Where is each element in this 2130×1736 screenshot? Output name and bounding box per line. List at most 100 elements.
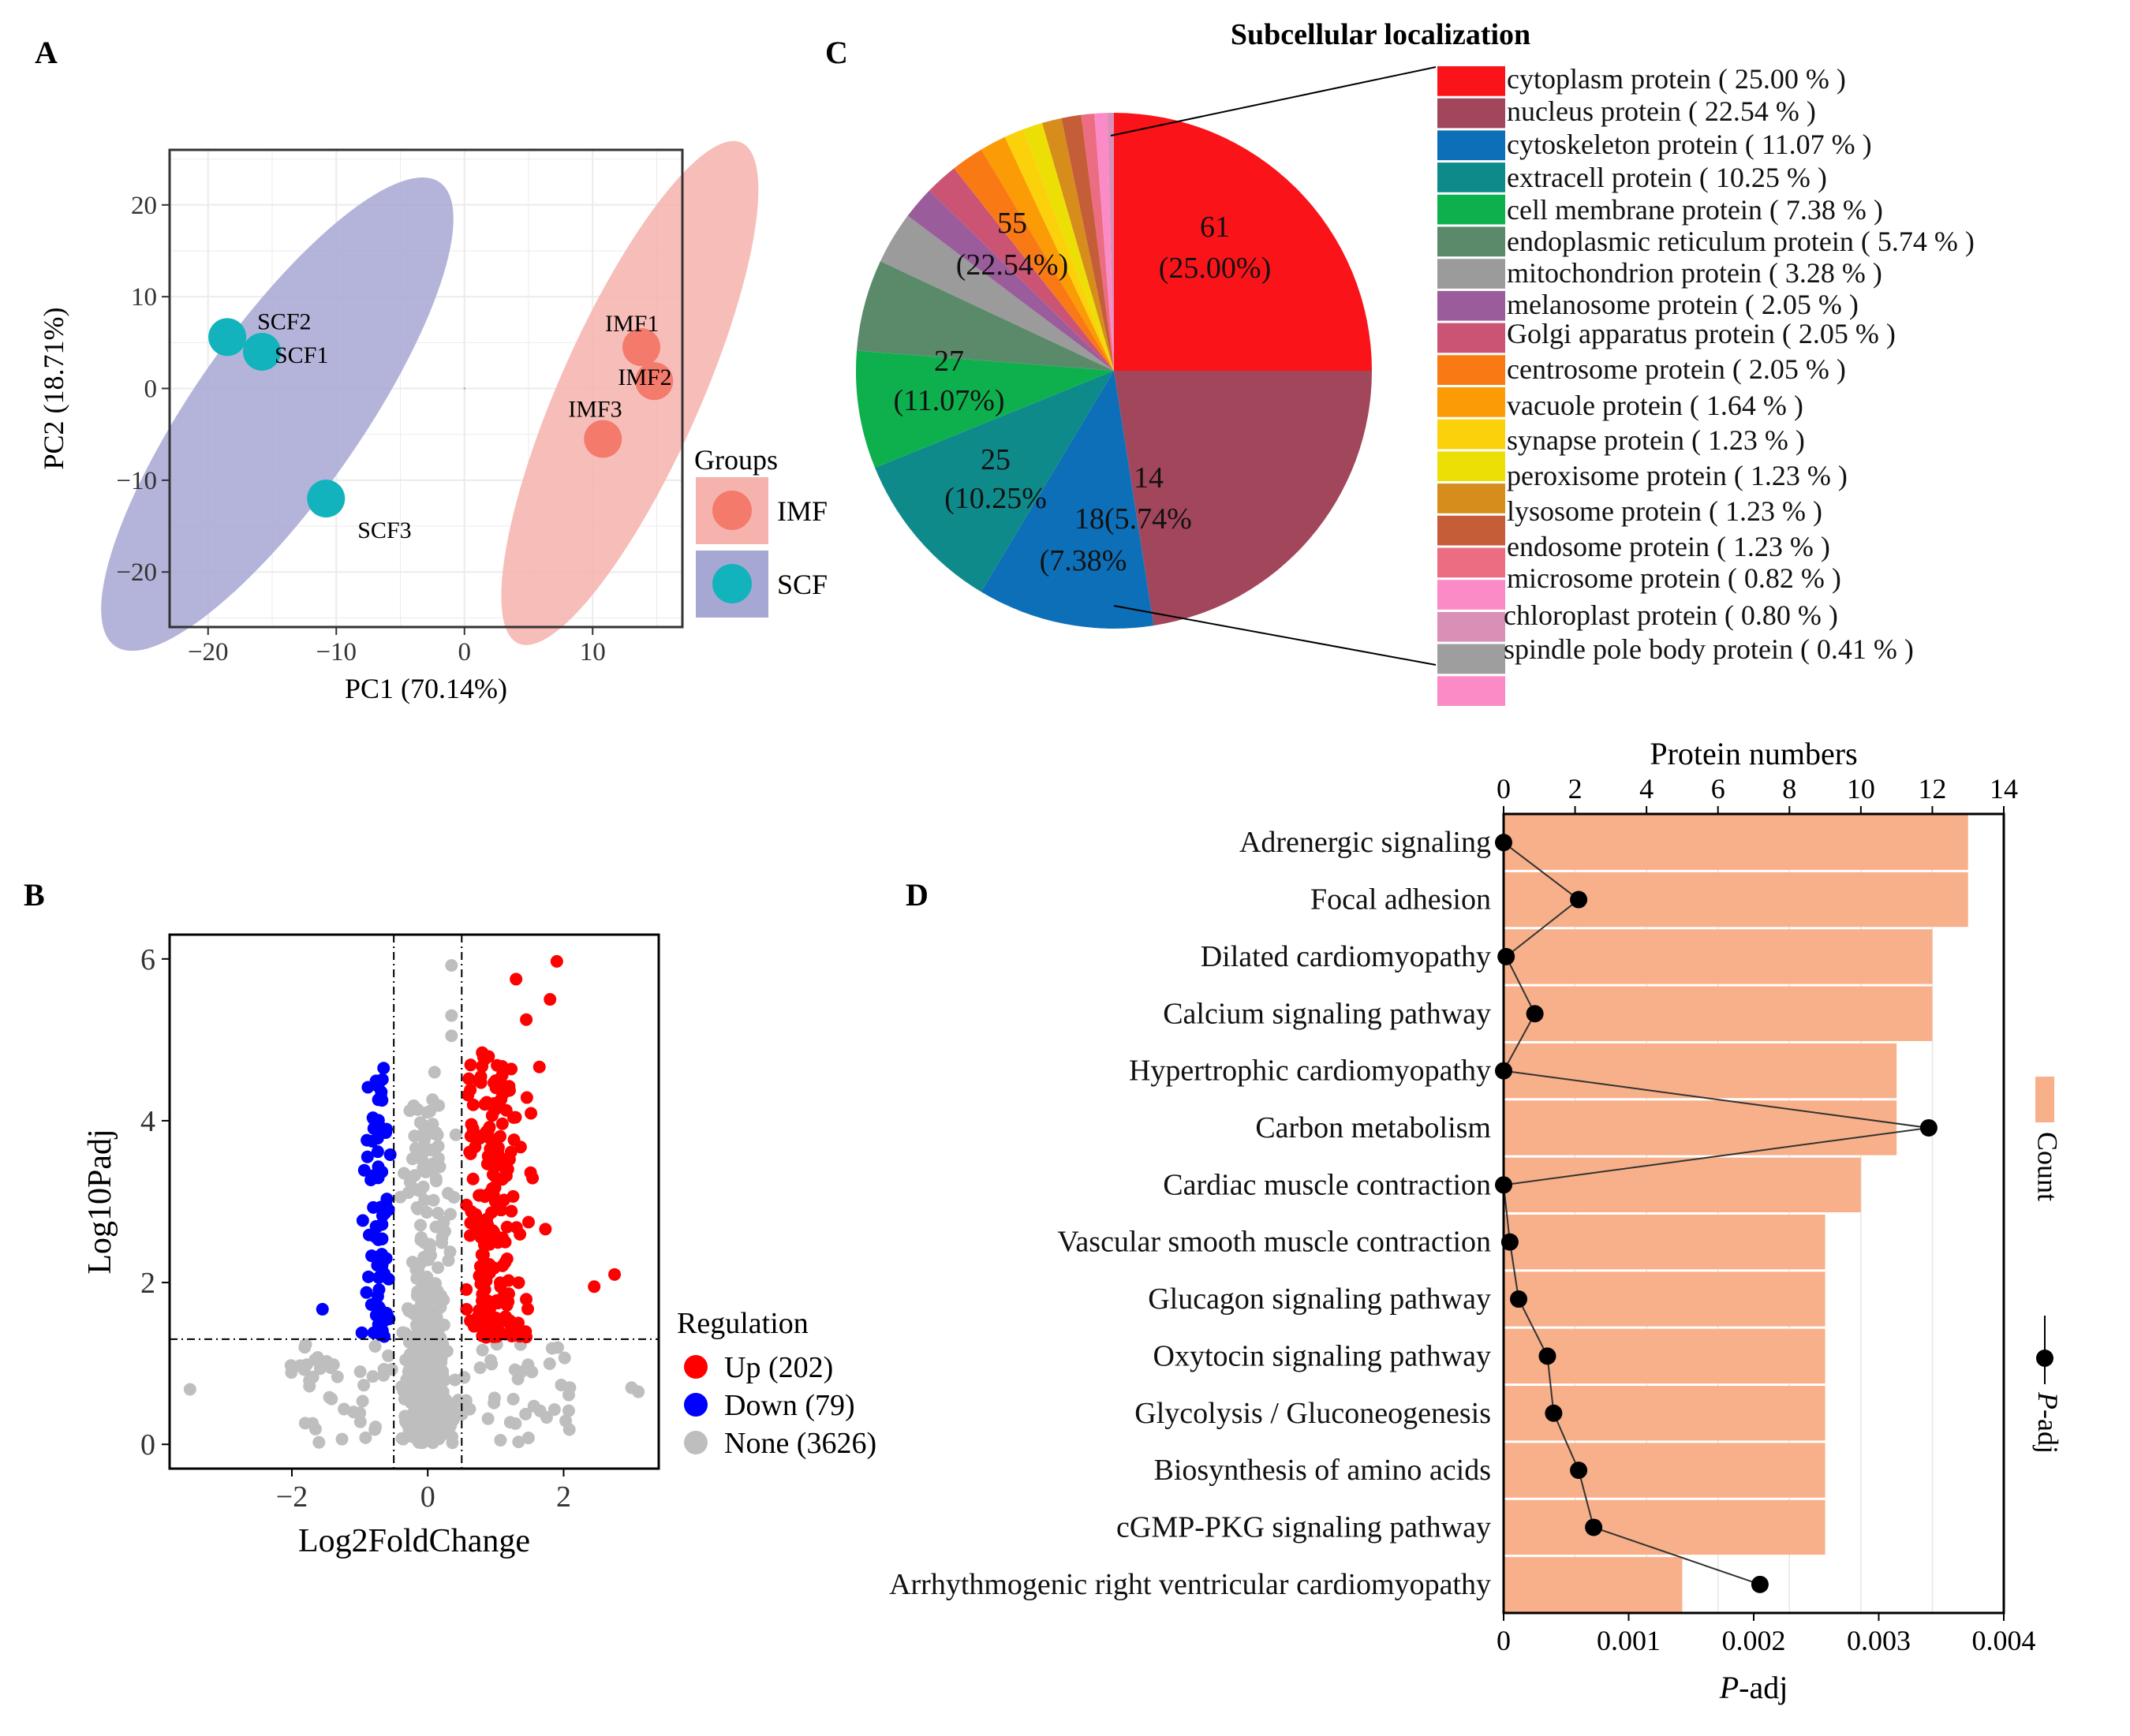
pca-x-tick-label: −10: [316, 638, 357, 666]
pca-y-tick-label: −20: [116, 558, 157, 587]
kegg-top-tick-label: 14: [1990, 773, 2018, 805]
volcano-point-up: [510, 973, 523, 986]
pie-slice-percent: (22.54%): [956, 248, 1068, 282]
kegg-padj-point: [1545, 1404, 1563, 1422]
pie-legend-label: synapse protein ( 1.23 % ): [1507, 424, 1805, 456]
pie-legend-swatch: [1437, 676, 1505, 706]
pie-legend-swatch: [1437, 226, 1505, 257]
volcano-point-none: [353, 1415, 367, 1428]
pie-slice: [929, 168, 1114, 371]
volcano-point-none: [442, 1254, 455, 1267]
volcano-point-none: [420, 1106, 434, 1119]
pie-legend-swatch: [1437, 130, 1505, 161]
volcano-point-none: [356, 1394, 369, 1408]
pca-x-tick-label: 0: [458, 638, 472, 666]
pie-legend-label: vacuole protein ( 1.64 % ): [1507, 390, 1803, 421]
kegg-bar: [1504, 1443, 1825, 1498]
volcano-point-none: [488, 1391, 501, 1405]
kegg-bottom-tick-label: 0.001: [1597, 1625, 1661, 1656]
pie-legend-swatch: [1437, 483, 1505, 513]
volcano-point-none: [300, 1358, 313, 1372]
kegg-bar: [1504, 815, 1968, 870]
pie-slice-percent: (11.07%): [893, 384, 1004, 417]
panel-label-a: A: [35, 35, 58, 70]
volcano-point-none: [414, 1231, 428, 1245]
pie-slice: [1061, 114, 1114, 371]
volcano-point-none: [401, 1391, 414, 1404]
volcano-point-none: [338, 1402, 351, 1416]
kegg-category-label: Biosynthesis of amino acids: [1154, 1454, 1491, 1487]
volcano-point-up: [608, 1267, 622, 1281]
kegg-bottom-axis-label-rest: -adj: [1739, 1670, 1788, 1705]
volcano-point-none: [414, 1416, 428, 1429]
volcano-point-none: [476, 1343, 489, 1357]
volcano-point-up: [520, 1293, 533, 1306]
volcano-point-up: [490, 1294, 503, 1307]
kegg-bar: [1504, 929, 1933, 984]
kegg-padj-point: [1538, 1347, 1556, 1365]
volcano-point-up: [460, 1302, 473, 1316]
volcano-point-up: [483, 1238, 496, 1251]
pie-legend-label: endosome protein ( 1.23 % ): [1507, 531, 1830, 562]
pie-legend-swatch: [1437, 611, 1505, 642]
kegg-padj-point: [1751, 1575, 1769, 1593]
kegg-legend-count-label: Count: [2032, 1132, 2064, 1201]
volcano-point-none: [413, 1219, 427, 1232]
kegg-legend-padj-italic: P: [2032, 1391, 2064, 1409]
volcano-point-up: [473, 1189, 486, 1202]
pie-legend-label: cytoplasm protein ( 25.00 % ): [1507, 63, 1846, 95]
pie-legend-swatch: [1437, 162, 1505, 192]
volcano-point-none: [436, 1385, 450, 1398]
volcano-point-up: [489, 1081, 503, 1095]
volcano-point-up: [495, 1159, 509, 1172]
volcano-point-up: [539, 1223, 552, 1236]
pca-legend-title: Groups: [694, 444, 778, 476]
volcano-point-up: [479, 1313, 492, 1327]
volcano-point-none: [320, 1355, 334, 1368]
volcano-point-none: [397, 1432, 410, 1446]
volcano-point-down: [362, 1270, 376, 1283]
kegg-legend-padj-point: [2036, 1350, 2053, 1367]
volcano-point-none: [437, 1215, 450, 1229]
pie-slice: [1114, 113, 1372, 371]
pie-slice-count: 61: [1200, 211, 1230, 244]
volcano-point-none: [559, 1414, 573, 1428]
volcano-point-none: [368, 1339, 382, 1353]
kegg-bar: [1504, 1043, 1897, 1099]
volcano-point-up: [469, 1141, 482, 1154]
kegg-bottom-tick-label: 0.003: [1847, 1625, 1911, 1656]
volcano-point-none: [562, 1388, 575, 1402]
volcano-point-up: [499, 1103, 513, 1117]
pie-slice: [954, 149, 1114, 371]
pca-legend-label: IMF: [777, 495, 828, 527]
volcano-point-none: [426, 1372, 439, 1386]
volcano-point-none: [303, 1379, 316, 1393]
kegg-bar: [1504, 1215, 1825, 1270]
pca-ellipse-imf: [501, 140, 759, 645]
pca-point-label: IMF3: [568, 396, 622, 422]
volcano-point-none: [353, 1365, 367, 1379]
volcano-point-none: [426, 1093, 439, 1107]
kegg-category-label: Glucagon signaling pathway: [1148, 1282, 1491, 1316]
kegg-category-label: Vascular smooth muscle contraction: [1057, 1226, 1491, 1259]
volcano-point-none: [427, 1381, 440, 1394]
volcano-point-none: [410, 1200, 424, 1214]
volcano-point-up: [514, 1141, 527, 1154]
volcano-point-up: [521, 1302, 534, 1316]
volcano-point-up: [464, 1058, 477, 1072]
volcano-point-none: [437, 1294, 450, 1307]
pie-slice-percent: (10.25%: [944, 482, 1047, 515]
volcano-point-up: [550, 954, 563, 968]
pie-legend-label: nucleus protein ( 22.54 % ): [1507, 95, 1816, 127]
volcano-point-up: [489, 1170, 503, 1184]
volcano-point-up: [473, 1269, 486, 1282]
volcano-point-none: [424, 1412, 438, 1425]
volcano-point-up: [476, 1051, 490, 1064]
volcano-point-none: [298, 1417, 312, 1430]
volcano-y-tick-label: 4: [140, 1105, 155, 1138]
volcano-point-up: [520, 1013, 533, 1026]
volcano-point-none: [519, 1407, 532, 1421]
volcano-point-none: [443, 1422, 456, 1435]
pie-legend-label: chloroplast protein ( 0.80 % ): [1504, 599, 1838, 631]
volcano-point-none: [463, 1402, 476, 1416]
